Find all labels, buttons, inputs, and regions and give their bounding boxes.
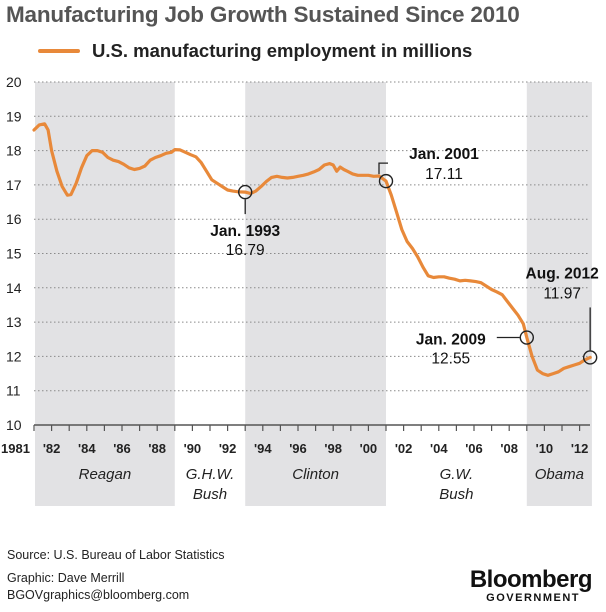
y-tick-label: 13 (6, 314, 22, 330)
x-tick-label: '02 (395, 441, 413, 456)
annotation-label: Jan. 2001 (409, 146, 479, 163)
y-tick-label: 14 (6, 280, 22, 296)
x-tick-label: '12 (571, 441, 589, 456)
y-tick-label: 20 (6, 74, 22, 90)
y-tick-label: 12 (6, 348, 22, 364)
y-tick-label: 11 (6, 383, 21, 399)
annotation-label: Jan. 1993 (210, 223, 280, 240)
source-note: Source: U.S. Bureau of Labor Statistics (7, 548, 225, 562)
annotation-label: Aug. 2012 (526, 265, 599, 282)
logo-main: Bloomberg (469, 566, 593, 593)
marker-circle (582, 350, 598, 365)
annotation-aug-2012: Aug. 2012 11.97 (526, 265, 599, 365)
annotation-jan-2001: Jan. 2001 17.11 (378, 146, 479, 189)
logo-sub: GOVERNMENT (486, 592, 580, 604)
x-tick-label: '84 (78, 441, 96, 456)
series-layer (32, 122, 592, 377)
x-tick-label: '08 (500, 441, 518, 456)
y-axis: 20 19 18 17 16 15 14 13 12 11 10 (6, 74, 22, 433)
leader-line (378, 162, 388, 175)
marker-circle (378, 173, 394, 189)
annotation-jan-2009: Jan. 2009 12.55 (416, 330, 534, 368)
x-axis: 1981 '82 '84 '86 '88 '90 '92 '94 '96 '98 '00 '02 '04… (1, 424, 590, 456)
legend-swatch (38, 49, 80, 53)
x-tick-label: 1981 (1, 441, 30, 456)
presidency-label: Bush (193, 486, 227, 503)
presidency-bands: Reagan G.H.W. Bush Clinton G.W. Bush Obama (35, 82, 592, 506)
y-tick-label: 18 (6, 143, 22, 159)
band-clinton (245, 82, 386, 506)
annotation-label: Jan. 2009 (416, 332, 486, 349)
annotation-value: 16.79 (226, 242, 265, 259)
presidency-label: G.W. (440, 466, 474, 483)
series-line (32, 122, 592, 377)
annotations: Jan. 1993 16.79 Jan. 2001 17.11 Jan. 2009 12.… (210, 146, 598, 367)
x-tick-label: '06 (465, 441, 483, 456)
presidency-label: Obama (535, 466, 584, 483)
x-tick-label: '92 (219, 441, 237, 456)
x-tick-label: '00 (360, 441, 378, 456)
x-tick-label: '10 (536, 441, 554, 456)
presidency-label: Bush (439, 486, 473, 503)
bloomberg-government-logo: Bloomberg GOVERNMENT (469, 566, 593, 604)
gridlines (34, 81, 590, 392)
chart-title: Manufacturing Job Growth Sustained Since… (6, 2, 520, 27)
y-tick-label: 19 (6, 108, 22, 124)
x-tick-label: '94 (254, 441, 272, 456)
y-tick-label: 16 (6, 211, 22, 227)
marker-circle (237, 184, 253, 200)
annotation-value: 11.97 (543, 285, 581, 302)
annotation-value: 17.11 (425, 166, 463, 183)
x-tick-label: '96 (289, 441, 307, 456)
x-tick-label: '86 (113, 441, 131, 456)
x-tick-label: '98 (324, 441, 342, 456)
contact-email: BGOVgraphics@bloomberg.com (7, 588, 190, 602)
presidency-label: Clinton (292, 466, 339, 483)
annotation-value: 12.55 (431, 351, 470, 368)
x-tick-label: '90 (184, 441, 202, 456)
presidency-label: Reagan (79, 466, 132, 483)
legend-label: U.S. manufacturing employment in million… (92, 40, 473, 61)
x-tick-label: '82 (43, 441, 61, 456)
x-tick-label: '04 (430, 441, 448, 456)
marker-circle (519, 330, 534, 345)
y-tick-label: 10 (6, 417, 22, 433)
presidency-label: G.H.W. (186, 466, 235, 483)
y-tick-label: 15 (6, 246, 22, 262)
annotation-jan-1993: Jan. 1993 16.79 (210, 184, 280, 259)
graphic-credit: Graphic: Dave Merrill (7, 571, 125, 585)
y-tick-label: 17 (6, 177, 22, 193)
band-obama (526, 82, 592, 506)
legend: U.S. manufacturing employment in million… (38, 39, 472, 63)
x-tick-label: '88 (148, 441, 166, 456)
